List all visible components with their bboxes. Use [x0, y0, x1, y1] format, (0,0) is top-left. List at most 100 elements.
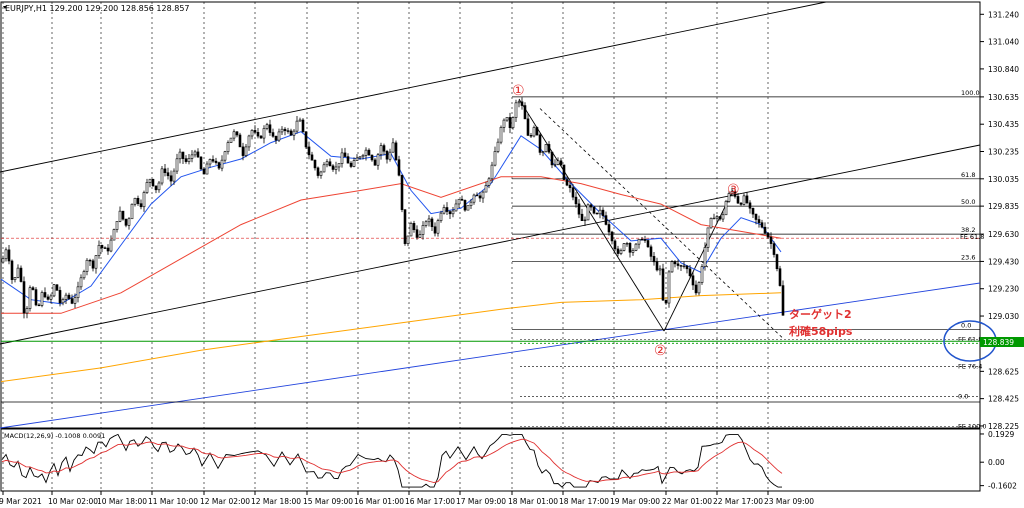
- candle-body: [328, 161, 332, 167]
- candle-body: [169, 175, 173, 182]
- candle-body: [658, 268, 662, 271]
- fe-label-top: FE 61.8: [960, 233, 984, 241]
- current-price-value: 128.839: [983, 338, 1014, 347]
- candle-body: [37, 304, 41, 307]
- candle-body: [583, 219, 587, 222]
- blue-trend-line: [0, 282, 981, 429]
- x-tick-label: 12 Mar 02:00: [200, 497, 250, 506]
- candle-body: [517, 101, 521, 104]
- candle-body: [361, 154, 365, 158]
- candle-body: [556, 160, 560, 165]
- candle-body: [346, 156, 350, 164]
- candle-body: [34, 289, 38, 306]
- candle-body: [265, 124, 269, 129]
- dropdown-arrow-icon[interactable]: [3, 6, 7, 9]
- candle-body: [472, 194, 476, 203]
- candle-body: [373, 159, 377, 166]
- candle-body: [529, 135, 533, 137]
- x-tick-label: 10 Mar 18:00: [97, 497, 147, 506]
- candle-body: [649, 246, 653, 257]
- candle-body: [382, 145, 386, 152]
- candle-body: [553, 164, 557, 166]
- candle-body: [775, 254, 779, 270]
- candle-body: [544, 144, 548, 153]
- candle-body: [331, 165, 335, 170]
- candle-body: [250, 130, 254, 137]
- macd-main-line: [1, 433, 782, 488]
- candle-body: [670, 261, 674, 273]
- candle-body: [43, 292, 47, 298]
- candle-body: [526, 118, 530, 136]
- price-axis: 131.240 131.040 130.840 130.635 130.435 130.2…: [980, 10, 1019, 491]
- candle-body: [85, 259, 89, 272]
- y-tick-label: 131.240: [988, 10, 1019, 19]
- candle-body: [760, 222, 764, 228]
- candle-body: [520, 101, 524, 106]
- candle-body: [286, 130, 290, 132]
- candle-body: [139, 203, 143, 208]
- candle-body: [214, 160, 218, 163]
- candle-body: [142, 192, 146, 208]
- candle-body: [550, 151, 554, 166]
- candle-body: [745, 195, 749, 204]
- candle-body: [247, 135, 251, 148]
- x-tick-label: 16 Mar 01:00: [354, 497, 404, 506]
- profit-label: 利確58pips: [789, 324, 853, 338]
- candle-body: [292, 130, 296, 136]
- y-tick-label: 129.835: [988, 202, 1019, 211]
- candle-body: [481, 191, 485, 199]
- candle-body: [577, 203, 581, 215]
- x-tick-label: 22 Mar 17:00: [713, 497, 763, 506]
- candle-body: [49, 295, 53, 300]
- candle-body: [568, 184, 572, 189]
- x-tick-label: 18 Mar 17:00: [559, 497, 609, 506]
- x-tick-label: 10 Mar 02:00: [48, 497, 98, 506]
- x-tick-label: 23 Mar 09:00: [764, 497, 814, 506]
- target-label: ターゲット2: [789, 307, 852, 321]
- x-tick-label: 16 Mar 17:00: [405, 497, 455, 506]
- candle-body: [718, 216, 722, 220]
- candle-body: [133, 197, 137, 205]
- candle-body: [154, 185, 158, 191]
- candle-body: [268, 124, 272, 133]
- candle-body: [532, 127, 536, 137]
- candle-body: [736, 196, 740, 204]
- candle-body: [661, 268, 665, 301]
- candle-body: [412, 223, 416, 230]
- candle-body: [298, 119, 302, 122]
- y-tick-label: 129.630: [988, 230, 1019, 239]
- candle-body: [337, 163, 341, 168]
- candle-body: [421, 225, 425, 235]
- candle-body: [271, 132, 275, 137]
- candle-body: [196, 151, 200, 158]
- candle-body: [631, 250, 635, 253]
- candle-body: [409, 223, 413, 237]
- candle-body: [334, 166, 338, 170]
- candle-body: [379, 145, 383, 156]
- candle-body: [469, 201, 473, 206]
- candle-body: [403, 209, 407, 244]
- candle-body: [748, 202, 752, 209]
- fibo-label: 61.8: [961, 171, 975, 179]
- candle-body: [241, 146, 245, 156]
- candle-body: [175, 158, 179, 172]
- x-tick-label: 22 Mar 01:00: [662, 497, 712, 506]
- candle-body: [739, 202, 743, 205]
- y-tick-label: 129.230: [988, 285, 1019, 294]
- candle-body: [757, 219, 761, 223]
- candle-body: [178, 151, 182, 160]
- candle-body: [673, 261, 677, 265]
- candle-body: [10, 260, 14, 280]
- macd-tick-label: 0.00: [988, 458, 1005, 467]
- candle-body: [397, 159, 401, 176]
- candle-body: [367, 149, 371, 156]
- candle-body: [46, 296, 50, 300]
- candle-body: [454, 203, 458, 212]
- candle-body: [193, 151, 197, 156]
- candle-body: [262, 128, 266, 139]
- candle-body: [136, 197, 140, 204]
- candle-body: [274, 135, 278, 141]
